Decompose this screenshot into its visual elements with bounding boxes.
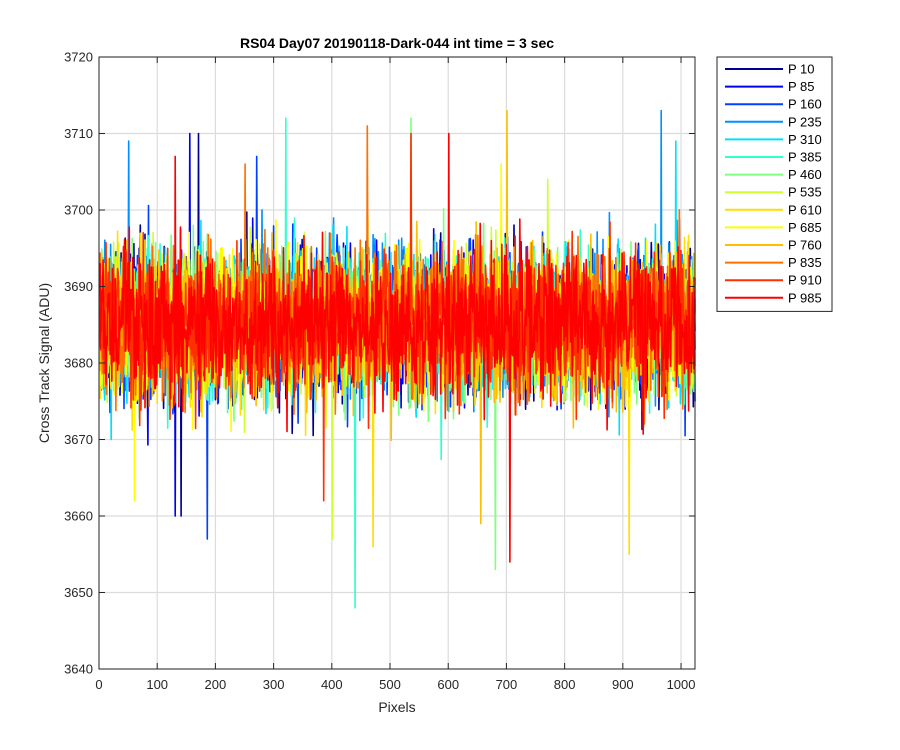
legend-entry-label: P 235: [788, 114, 822, 129]
x-tick-label: 600: [437, 677, 459, 692]
y-tick-label: 3710: [64, 126, 93, 141]
legend-box: [716, 56, 833, 312]
x-axis-label: Pixels: [378, 699, 415, 715]
axis-ticks: 0 100 200 300 400 500 600 700 800 900 1000 3640 3650…: [64, 50, 695, 693]
legend-entry-label: P 685: [788, 220, 822, 235]
legend-entry-label: P 310: [788, 132, 822, 147]
y-tick-label: 3660: [64, 509, 93, 524]
y-tick-label: 3670: [64, 432, 93, 447]
legend-entry-label: P 385: [788, 150, 822, 165]
series-line-p985: [98, 132, 696, 563]
x-tick-label: 900: [612, 677, 634, 692]
y-tick-label: 3650: [64, 585, 93, 600]
x-tick-label: 200: [205, 677, 227, 692]
legend-entry-label: P 610: [788, 202, 822, 217]
legend-entry-label: P 985: [788, 290, 822, 305]
x-tick-label: 0: [95, 677, 102, 692]
legend-entry-label: P 910: [788, 273, 822, 288]
legend-entry-label: P 460: [788, 167, 822, 182]
legend-entry-label: P 760: [788, 238, 822, 253]
legend-entry-label: P 535: [788, 185, 822, 200]
x-tick-label: 400: [321, 677, 343, 692]
chart-title: RS04 Day07 20190118-Dark-044 int time = …: [240, 35, 554, 51]
x-tick-label: 1000: [667, 677, 696, 692]
series-layer: [98, 109, 696, 609]
legend-entry-label: P 85: [788, 79, 815, 94]
x-tick-label: 500: [379, 677, 401, 692]
y-tick-label: 3720: [64, 50, 93, 65]
y-tick-label: 3700: [64, 203, 93, 218]
x-tick-label: 700: [496, 677, 518, 692]
y-tick-label: 3640: [64, 662, 93, 677]
y-tick-label: 3690: [64, 279, 93, 294]
x-tick-label: 100: [146, 677, 168, 692]
y-axis-label: Cross Track Signal (ADU): [36, 283, 52, 443]
legend-entry-label: P 835: [788, 255, 822, 270]
legend-entry-label: P 160: [788, 97, 822, 112]
x-tick-label: 800: [554, 677, 576, 692]
legend-entry-label: P 10: [788, 62, 815, 77]
legend: P 10 P 85 P 160 P 235 P 310 P 385 P 460 P 535 P …: [716, 56, 833, 312]
y-tick-label: 3680: [64, 356, 93, 371]
x-tick-label: 300: [263, 677, 285, 692]
